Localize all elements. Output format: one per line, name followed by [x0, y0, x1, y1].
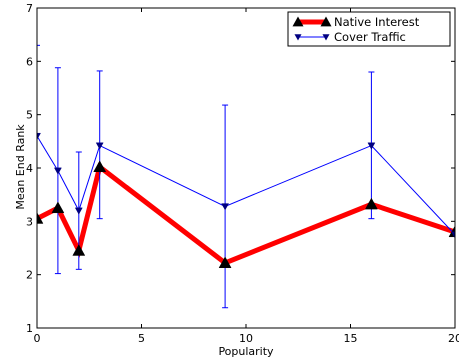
legend-native-interest-label: Native Interest: [334, 15, 420, 29]
native-interest-point: [72, 244, 86, 256]
legend-cover-traffic-label: Cover Traffic: [334, 30, 406, 44]
x-tick-label: 10: [239, 332, 253, 345]
native-interest-point: [93, 160, 107, 172]
cover-traffic-point: [53, 167, 62, 175]
y-tick-label: 6: [26, 55, 33, 68]
cover-traffic-point: [95, 142, 104, 150]
x-tick-label: 5: [138, 332, 145, 345]
x-tick-label: 15: [344, 332, 358, 345]
x-tick-label: 0: [34, 332, 41, 345]
legend-native-interest-marker: [320, 16, 332, 27]
x-axis-title: Popularity: [218, 345, 274, 358]
cover-traffic-point: [451, 231, 455, 239]
plot-inner: [37, 44, 455, 309]
y-tick-label: 1: [26, 322, 33, 335]
axes: 0 5 10 15 20 1 2 3 4 5 6 7: [26, 2, 459, 345]
x-tick-label: 20: [448, 332, 459, 345]
legend-cover-traffic-marker: [322, 34, 330, 41]
legend-box: [287, 11, 451, 47]
y-tick-label: 3: [26, 215, 33, 228]
cover-traffic-point: [221, 203, 230, 211]
native-interest-point: [364, 197, 378, 210]
y-tick-label: 4: [26, 162, 33, 175]
cover-traffic-point: [367, 142, 376, 150]
native-interest-point: [51, 201, 65, 214]
y-tick-label: 7: [26, 2, 33, 15]
cover-traffic-point: [74, 207, 83, 215]
legend-cover-traffic-marker: [294, 34, 302, 41]
y-axis-title: Mean End Rank: [14, 124, 27, 210]
native-interest-point: [218, 256, 232, 268]
plot-area: [37, 44, 455, 309]
cover-traffic-point: [37, 132, 41, 141]
native-interest-point: [37, 212, 44, 224]
legend-native-interest-marker: [292, 16, 304, 27]
y-tick-label: 5: [26, 109, 33, 122]
y-tick-label: 2: [26, 269, 33, 282]
